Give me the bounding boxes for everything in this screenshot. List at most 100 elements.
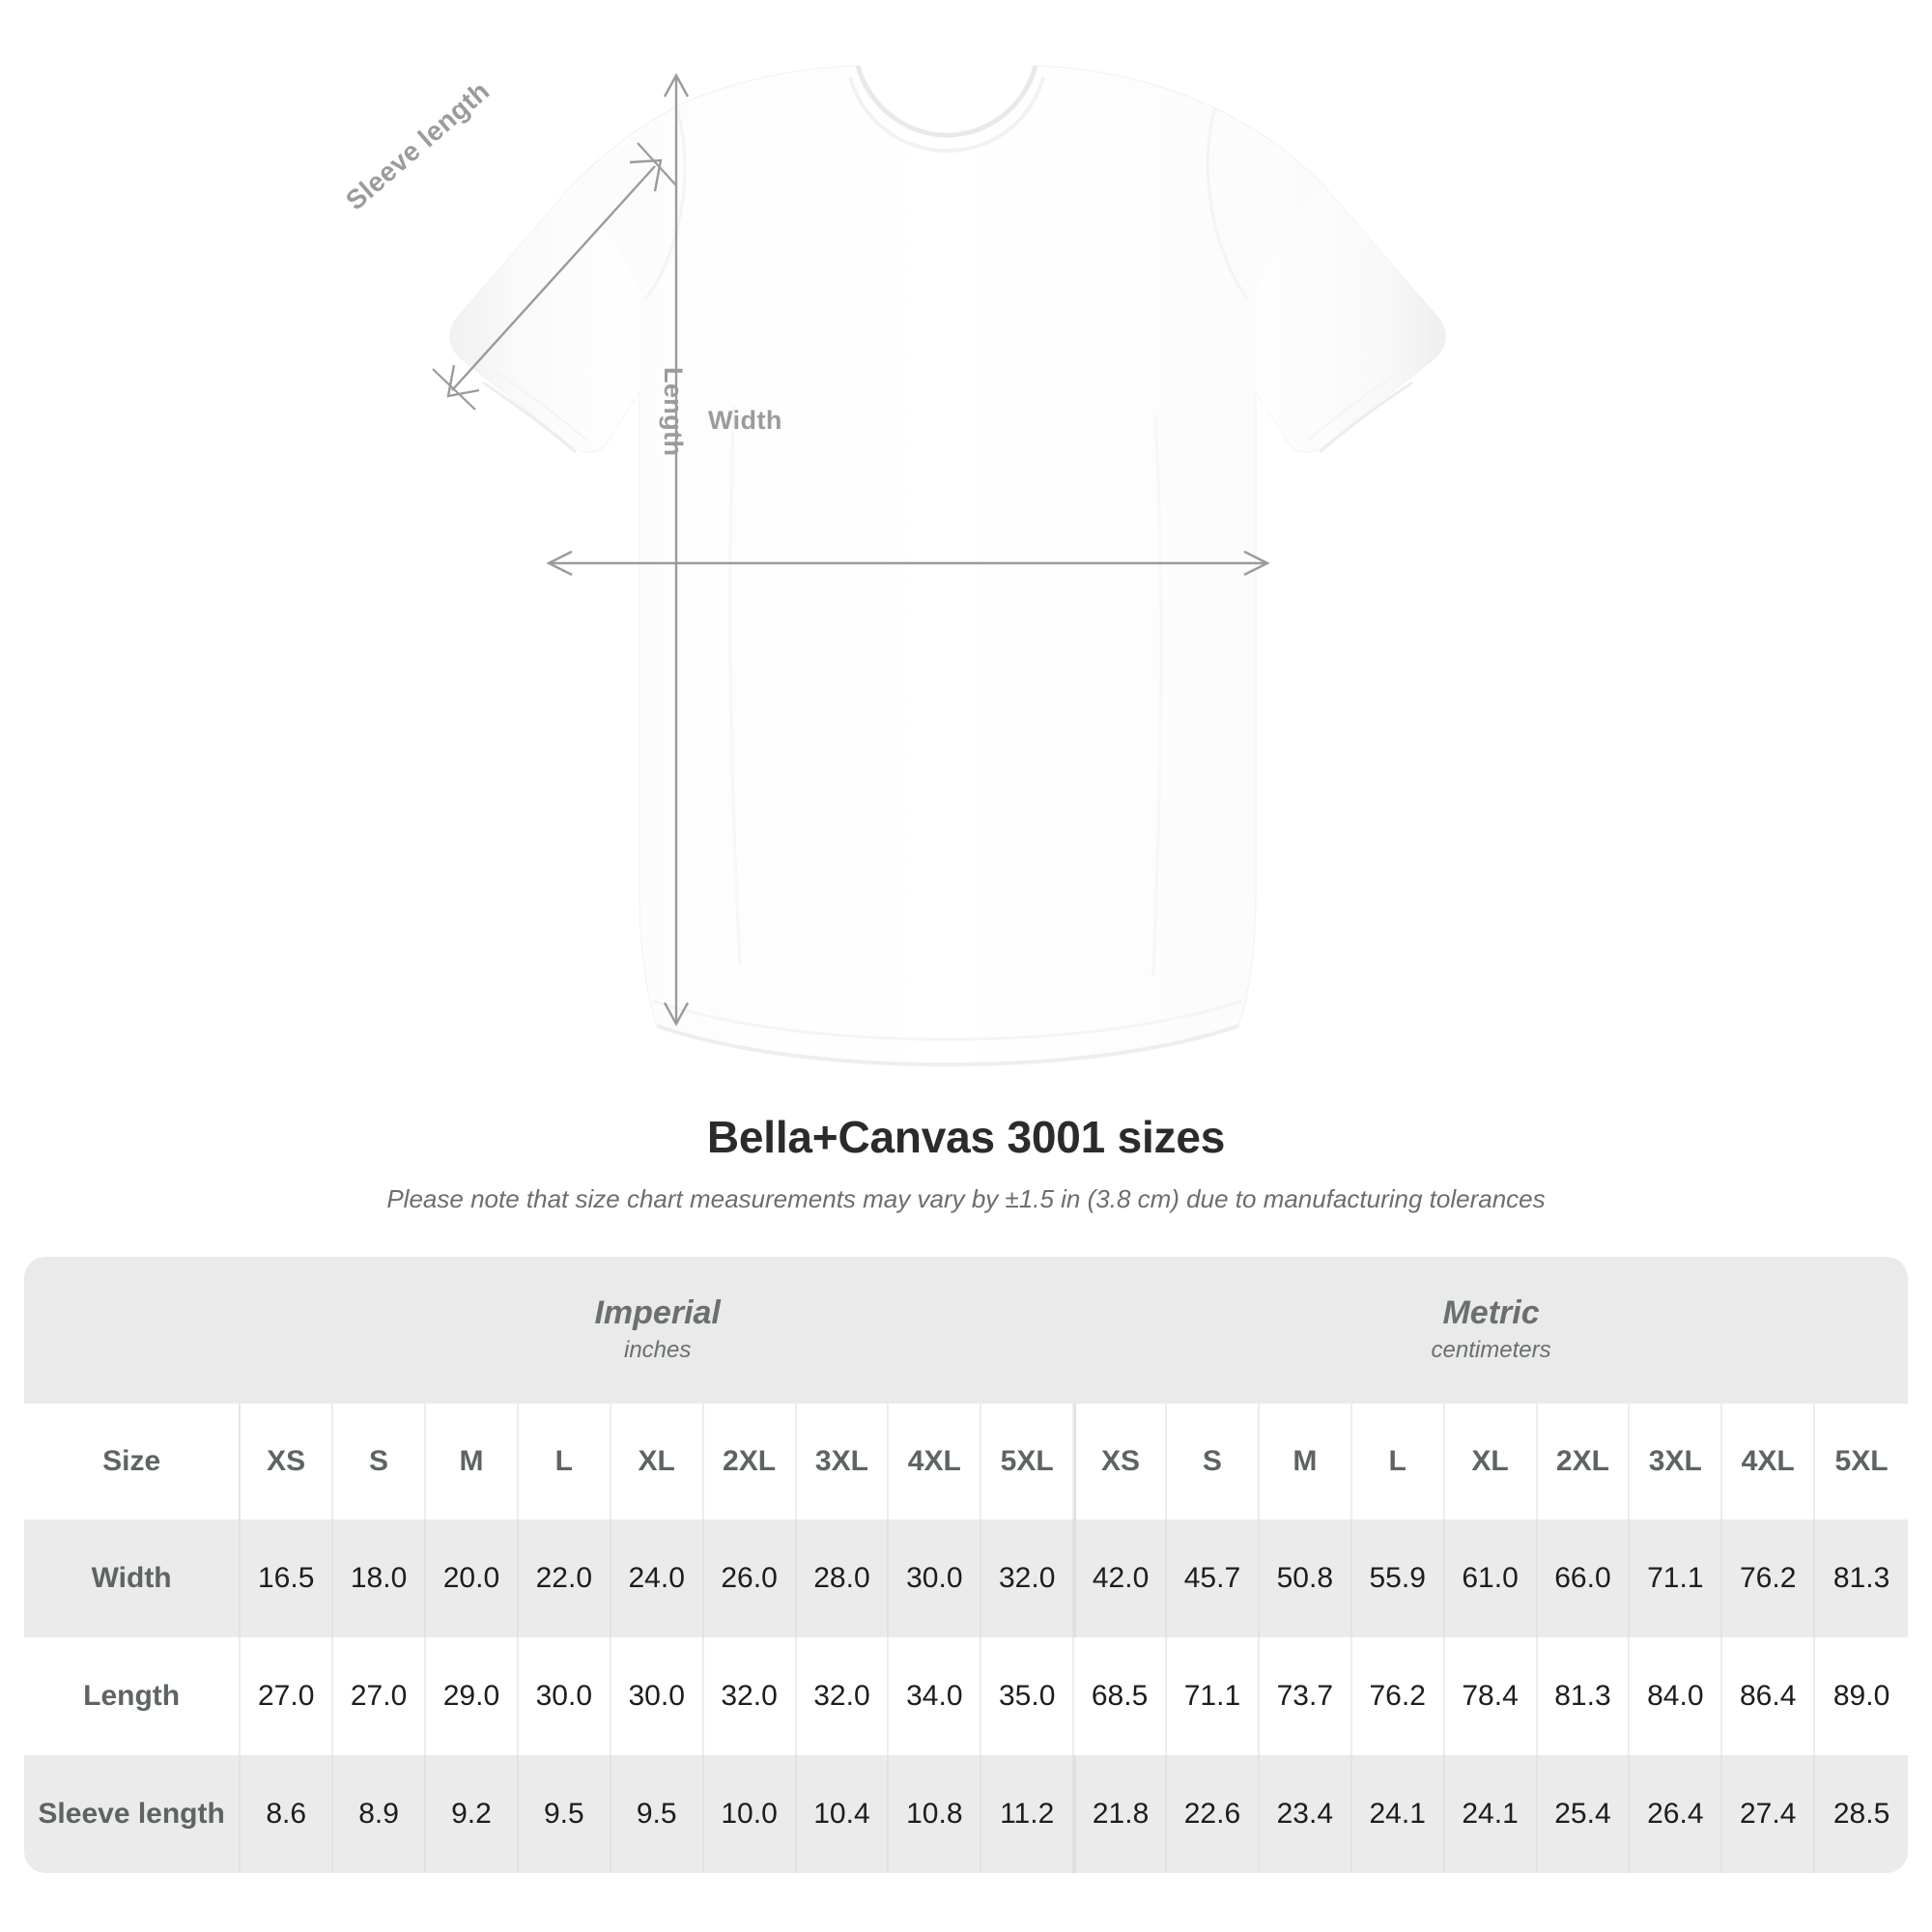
size-column-xl-imperial: XL	[611, 1404, 704, 1520]
measurement-cell: 78.4	[1444, 1637, 1538, 1755]
size-column-l-imperial: L	[518, 1404, 611, 1520]
size-column-s-imperial: S	[333, 1404, 426, 1520]
measurement-cell: 20.0	[426, 1520, 519, 1637]
measurement-cell: 61.0	[1444, 1520, 1538, 1637]
measurement-cell: 10.8	[889, 1755, 982, 1873]
measurement-cell: 73.7	[1259, 1637, 1352, 1755]
measurement-cell: 26.4	[1630, 1755, 1723, 1873]
size-chart-table-wrapper: Imperial inches Metric centimeters Size XS S M L…	[24, 1257, 1908, 1873]
system-name: Metric	[1442, 1293, 1540, 1331]
size-column-5xl-metric: 5XL	[1815, 1404, 1908, 1520]
measurement-cell: 76.2	[1351, 1637, 1445, 1755]
measurement-cell: 71.1	[1167, 1637, 1260, 1755]
measurement-cell: 32.0	[796, 1637, 890, 1755]
size-column-3xl-metric: 3XL	[1630, 1404, 1723, 1520]
length-dimension-label: Length	[659, 367, 688, 457]
measurement-cell: 16.5	[241, 1520, 334, 1637]
tshirt-illustration	[432, 65, 1446, 1067]
length-dimension	[663, 72, 690, 1027]
measurement-cell: 28.5	[1815, 1755, 1908, 1873]
size-header-row: Size XS S M L XL 2XL 3XL 4XL 5XL XS S M L XL 2XL 3XL 4XL 5…	[24, 1404, 1908, 1520]
measurement-row-label: Sleeve length	[24, 1755, 242, 1873]
size-column-5xl-imperial: 5XL	[981, 1404, 1075, 1520]
measurement-cell: 32.0	[703, 1637, 797, 1755]
measurement-cell: 42.0	[1074, 1520, 1167, 1637]
size-column-l-metric: L	[1351, 1404, 1445, 1520]
size-column-4xl-metric: 4XL	[1722, 1404, 1816, 1520]
size-column-s-metric: S	[1167, 1404, 1260, 1520]
measurement-cell: 10.4	[796, 1755, 890, 1873]
measurement-cell: 86.4	[1722, 1637, 1816, 1755]
measurement-cell: 29.0	[426, 1637, 519, 1755]
measurement-cell: 81.3	[1815, 1520, 1908, 1637]
measurement-cell: 11.2	[981, 1755, 1075, 1873]
measurement-cell: 45.7	[1167, 1520, 1260, 1637]
size-column-xs-imperial: XS	[241, 1404, 334, 1520]
tolerance-note: Please note that size chart measurements…	[386, 1184, 1546, 1213]
size-column-m-imperial: M	[426, 1404, 519, 1520]
width-dimension	[546, 550, 1270, 577]
measurement-cell: 81.3	[1537, 1637, 1631, 1755]
size-column-2xl-imperial: 2XL	[703, 1404, 797, 1520]
measurement-cell: 89.0	[1815, 1637, 1908, 1755]
measurement-cell: 28.0	[796, 1520, 890, 1637]
sleeve-dimension	[432, 142, 677, 411]
measurement-cell: 32.0	[981, 1520, 1075, 1637]
measurement-cell: 30.0	[611, 1637, 704, 1755]
table-row: Length 27.0 27.0 29.0 30.0 30.0 32.0 32.0 34.0 35…	[24, 1637, 1908, 1755]
table-row: Sleeve length 8.6 8.9 9.2 9.5 9.5 10.0 10.4 10.8…	[24, 1755, 1908, 1873]
size-column-2xl-metric: 2XL	[1537, 1404, 1631, 1520]
system-header-imperial: Imperial inches	[241, 1257, 1075, 1404]
measurement-cell: 21.8	[1074, 1755, 1167, 1873]
system-unit: centimeters	[1431, 1337, 1551, 1364]
measurement-cell: 9.2	[426, 1755, 519, 1873]
measurement-cell: 55.9	[1351, 1520, 1445, 1637]
system-row-spacer	[24, 1257, 242, 1404]
measurement-cell: 24.0	[611, 1520, 704, 1637]
size-column-xs-metric: XS	[1074, 1404, 1167, 1520]
size-column-4xl-imperial: 4XL	[889, 1404, 982, 1520]
system-unit: inches	[624, 1337, 692, 1364]
product-diagram: Sleeve length Length Width	[340, 65, 1446, 1067]
size-chart-table: Imperial inches Metric centimeters Size XS S M L…	[24, 1257, 1908, 1873]
size-column-xl-metric: XL	[1444, 1404, 1538, 1520]
title-block: Bella+Canvas 3001 sizes Please note that…	[0, 1111, 1932, 1214]
measurement-cell: 50.8	[1259, 1520, 1352, 1637]
measurement-cell: 27.0	[333, 1637, 426, 1755]
measurement-cell: 22.6	[1167, 1755, 1260, 1873]
measurement-cell: 68.5	[1074, 1637, 1167, 1755]
measurement-cell: 25.4	[1537, 1755, 1631, 1873]
measurement-cell: 22.0	[518, 1520, 611, 1637]
measurement-cell: 34.0	[889, 1637, 982, 1755]
measurement-cell: 8.6	[241, 1755, 334, 1873]
measurement-cell: 27.0	[241, 1637, 334, 1755]
tshirt-shape	[449, 65, 1446, 1067]
measurement-cell: 24.1	[1444, 1755, 1538, 1873]
measurement-cell: 30.0	[889, 1520, 982, 1637]
measurement-cell: 8.9	[333, 1755, 426, 1873]
measurement-cell: 84.0	[1630, 1637, 1723, 1755]
width-dimension-label: Width	[708, 406, 782, 435]
measurement-cell: 71.1	[1630, 1520, 1723, 1637]
measurement-cell: 76.2	[1722, 1520, 1816, 1637]
measurement-row-label: Width	[24, 1520, 242, 1637]
measurement-cell: 66.0	[1537, 1520, 1631, 1637]
measurement-cell: 24.1	[1351, 1755, 1445, 1873]
page-title: Bella+Canvas 3001 sizes	[706, 1112, 1226, 1162]
size-column-3xl-imperial: 3XL	[796, 1404, 890, 1520]
measurement-system-row: Imperial inches Metric centimeters	[24, 1257, 1908, 1404]
measurement-cell: 18.0	[333, 1520, 426, 1637]
system-name: Imperial	[594, 1293, 721, 1331]
measurement-cell: 9.5	[518, 1755, 611, 1873]
measurement-cell: 26.0	[703, 1520, 797, 1637]
measurement-row-label: Length	[24, 1637, 242, 1755]
measurement-cell: 9.5	[611, 1755, 704, 1873]
measurement-cell: 27.4	[1722, 1755, 1816, 1873]
measurement-cell: 10.0	[703, 1755, 797, 1873]
dimension-lines	[432, 72, 1270, 1027]
system-header-metric: Metric centimeters	[1074, 1257, 1908, 1404]
size-column-m-metric: M	[1259, 1404, 1352, 1520]
measurement-cell: 23.4	[1259, 1755, 1352, 1873]
table-row: Width 16.5 18.0 20.0 22.0 24.0 26.0 28.0 30.0 32.…	[24, 1520, 1908, 1637]
size-column-header: Size	[24, 1404, 242, 1520]
